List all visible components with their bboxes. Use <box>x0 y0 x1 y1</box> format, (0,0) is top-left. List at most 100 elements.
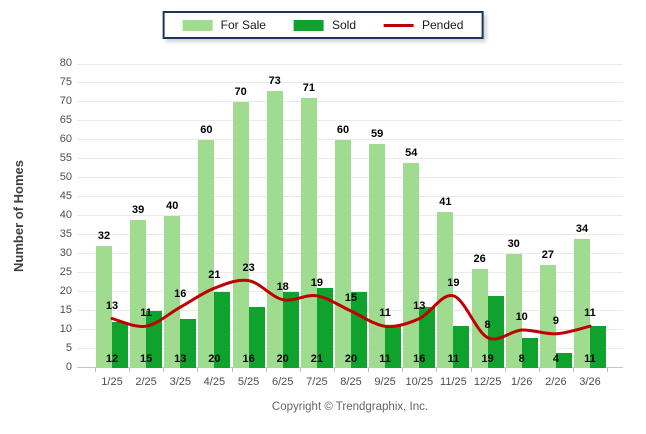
x-tick-mark <box>163 368 165 372</box>
x-tick-mark <box>129 368 131 372</box>
x-tick-mark <box>265 368 267 372</box>
for-sale-value-label-2/25: 39 <box>131 203 145 216</box>
x-tick-label-6/25: 6/25 <box>271 376 294 388</box>
pended-line-chart <box>110 278 592 341</box>
y-tick-label-75: 75 <box>59 76 72 88</box>
sold-value-label-3/26: 11 <box>584 353 596 365</box>
copyright-text: Copyright © Trendgraphix, Inc. <box>271 401 429 413</box>
bar-sold-9/25 <box>385 326 402 368</box>
bar-sold-11/25 <box>453 326 470 368</box>
sold-value-label-1/25: 12 <box>105 353 119 365</box>
for-sale-value-label-3/25: 40 <box>166 200 179 212</box>
x-tick-label-12/25: 12/25 <box>473 376 502 388</box>
sold-value-label-12/25: 19 <box>481 353 494 365</box>
legend-label-sold: Sold <box>331 18 357 32</box>
for-sale-value-label-6/25: 73 <box>268 74 281 87</box>
bar-for-sale-4/25 <box>198 140 215 368</box>
y-tick-label-25: 25 <box>59 266 72 278</box>
sold-value-label-6/25: 20 <box>276 353 289 365</box>
bar-for-sale-11/25 <box>437 212 454 368</box>
pended-value-label-1/26: 10 <box>515 311 528 323</box>
bar-sold-10/25 <box>419 307 436 368</box>
y-tick-label-35: 35 <box>59 228 72 240</box>
bar-for-sale-8/25 <box>335 140 351 368</box>
sold-value-label-2/25: 15 <box>139 353 153 365</box>
y-tick-label-30: 30 <box>59 247 72 259</box>
pended-line-swatch <box>384 23 415 27</box>
bar-for-sale-2/25 <box>130 219 147 368</box>
x-tick-mark <box>538 368 540 372</box>
bar-sold-1/26 <box>521 337 538 368</box>
bar-sold-3/26 <box>590 326 606 368</box>
bar-sold-4/25 <box>214 292 231 368</box>
x-tick-mark <box>368 368 370 372</box>
sold-value-label-10/25: 16 <box>413 353 426 365</box>
for-sale-value-label-8/25: 60 <box>336 124 350 136</box>
pended-value-label-11/25: 19 <box>447 276 460 289</box>
pended-value-label-3/26: 11 <box>584 307 596 320</box>
pended-value-label-4/25: 21 <box>208 269 221 282</box>
x-tick-mark <box>299 368 301 372</box>
pended-value-label-2/25: 11 <box>140 307 152 320</box>
x-tick-label-1/26: 1/26 <box>510 376 533 388</box>
legend-label-pended: Pended <box>422 18 464 32</box>
bar-for-sale-3/26 <box>574 238 590 368</box>
bar-for-sale-2/26 <box>539 265 556 368</box>
x-tick-label-11/25: 11/25 <box>440 376 467 388</box>
bar-for-sale-5/25 <box>232 102 249 368</box>
x-tick-label-2/25: 2/25 <box>135 376 157 388</box>
legend: For Sale Sold Pended <box>162 11 484 39</box>
bar-sold-5/25 <box>248 307 265 368</box>
y-tick-label-45: 45 <box>59 190 72 202</box>
sold-value-label-3/25: 13 <box>174 353 187 365</box>
x-tick-mark <box>402 368 404 372</box>
bar-sold-3/25 <box>180 318 197 368</box>
for-sale-value-label-4/25: 60 <box>200 124 213 136</box>
y-tick-label-5: 5 <box>65 342 72 354</box>
for-sale-value-label-11/25: 41 <box>439 196 452 209</box>
x-tick-label-3/25: 3/25 <box>169 376 191 388</box>
x-tick-mark <box>572 368 574 372</box>
plot-area: 32 12 13 39 15 11 40 13 16 60 20 21 70 16 23 73 20 18 71 21… <box>77 64 623 372</box>
y-tick-label-65: 65 <box>59 114 72 126</box>
x-tick-mark <box>231 368 233 372</box>
y-tick-label-50: 50 <box>59 171 72 183</box>
for-sale-value-label-10/25: 54 <box>405 146 418 159</box>
gridline-60 <box>77 139 623 140</box>
x-tick-label-8/25: 8/25 <box>340 376 362 388</box>
x-tick-mark <box>470 368 472 372</box>
y-tick-label-0: 0 <box>65 361 72 373</box>
x-tick-label-9/25: 9/25 <box>374 376 396 388</box>
pended-value-label-6/25: 18 <box>276 280 289 293</box>
sold-value-label-2/26: 4 <box>552 353 559 365</box>
y-tick-label-60: 60 <box>59 133 72 145</box>
for-sale-value-label-5/25: 70 <box>234 86 247 98</box>
x-tick-label-2/26: 2/26 <box>545 376 567 388</box>
pended-value-label-9/25: 11 <box>379 307 391 320</box>
sold-value-label-7/25: 21 <box>310 353 324 365</box>
bar-sold-8/25 <box>351 292 367 368</box>
bar-sold-2/26 <box>555 352 572 368</box>
sold-value-label-5/25: 16 <box>242 353 255 365</box>
y-tick-label-80: 80 <box>59 57 72 69</box>
gridline-70 <box>77 101 623 102</box>
pended-value-label-3/25: 16 <box>174 288 187 301</box>
pended-line-path <box>110 278 592 341</box>
x-tick-mark <box>436 368 438 372</box>
y-tick-label-55: 55 <box>59 152 72 164</box>
pended-value-label-2/26: 9 <box>552 314 559 327</box>
bar-for-sale-7/25 <box>300 98 317 368</box>
bar-sold-12/25 <box>487 295 504 368</box>
sold-value-label-9/25: 11 <box>379 353 391 365</box>
x-tick-label-1/25: 1/25 <box>101 376 123 388</box>
gridline-65 <box>77 120 623 121</box>
x-tick-label-7/25: 7/25 <box>306 376 328 388</box>
bar-sold-1/25 <box>112 322 128 368</box>
y-tick-label-10: 10 <box>59 323 72 335</box>
bar-for-sale-3/25 <box>164 216 181 368</box>
bar-sold-6/25 <box>282 292 299 368</box>
bar-for-sale-1/25 <box>96 246 112 368</box>
legend-label-for-sale: For Sale <box>220 18 266 32</box>
pended-value-label-8/25: 15 <box>344 292 358 304</box>
